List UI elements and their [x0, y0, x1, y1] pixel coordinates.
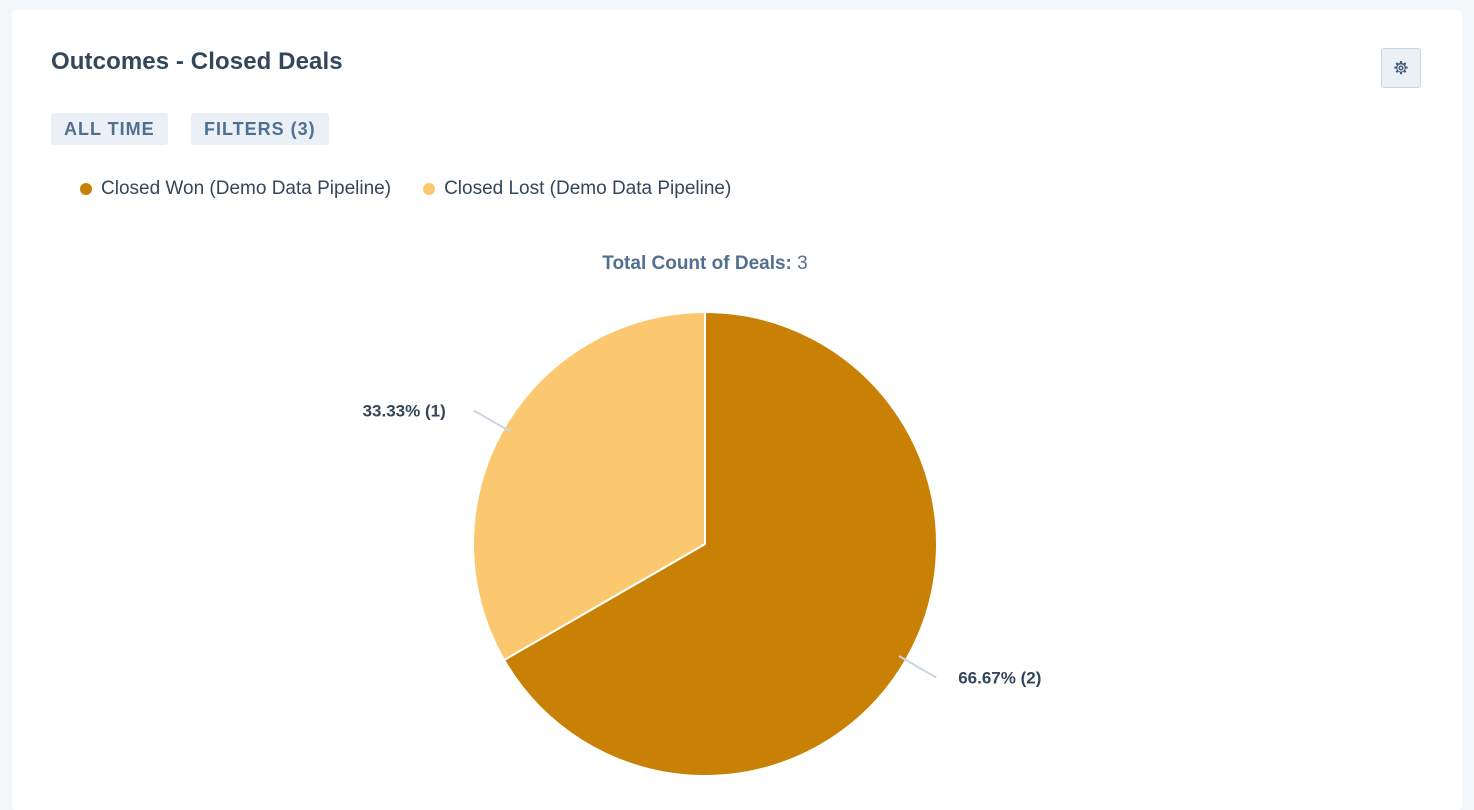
total-count-value: 3 [797, 253, 808, 274]
label-connector-closed-won-demo-data-pipeline [898, 655, 937, 679]
date-range-tag[interactable]: ALL TIME [51, 113, 168, 145]
legend-dot-closed-lost [423, 183, 436, 195]
legend-item-closed-lost[interactable]: Closed Lost (Demo Data Pipeline) [423, 178, 731, 200]
legend-item-closed-won[interactable]: Closed Won (Demo Data Pipeline) [80, 178, 391, 200]
total-count-title: Total Count of Deals: [602, 253, 792, 274]
data-label-closed-lost-demo-data-pipeline: 33.33% (1) [363, 402, 446, 421]
legend-label-closed-won: Closed Won (Demo Data Pipeline) [101, 178, 392, 199]
total-count-label: Total Count of Deals: 3 [12, 253, 1398, 275]
filters-tag[interactable]: FILTERS (3) [191, 113, 329, 145]
settings-button[interactable] [1381, 48, 1421, 88]
report-card: Outcomes - Closed Deals ALL TIME FILTERS… [12, 10, 1462, 810]
data-label-closed-won-demo-data-pipeline: 66.67% (2) [958, 669, 1041, 688]
legend-dot-closed-won [80, 183, 92, 195]
chart-legend: Closed Won (Demo Data Pipeline) Closed L… [80, 178, 763, 200]
pie-chart: 66.67% (2) 33.33% (1) [363, 310, 1041, 777]
gear-icon [1394, 61, 1408, 75]
legend-label-closed-lost: Closed Lost (Demo Data Pipeline) [444, 178, 732, 199]
report-title: Outcomes - Closed Deals [51, 48, 343, 75]
label-connector-closed-lost-demo-data-pipeline [473, 409, 512, 433]
